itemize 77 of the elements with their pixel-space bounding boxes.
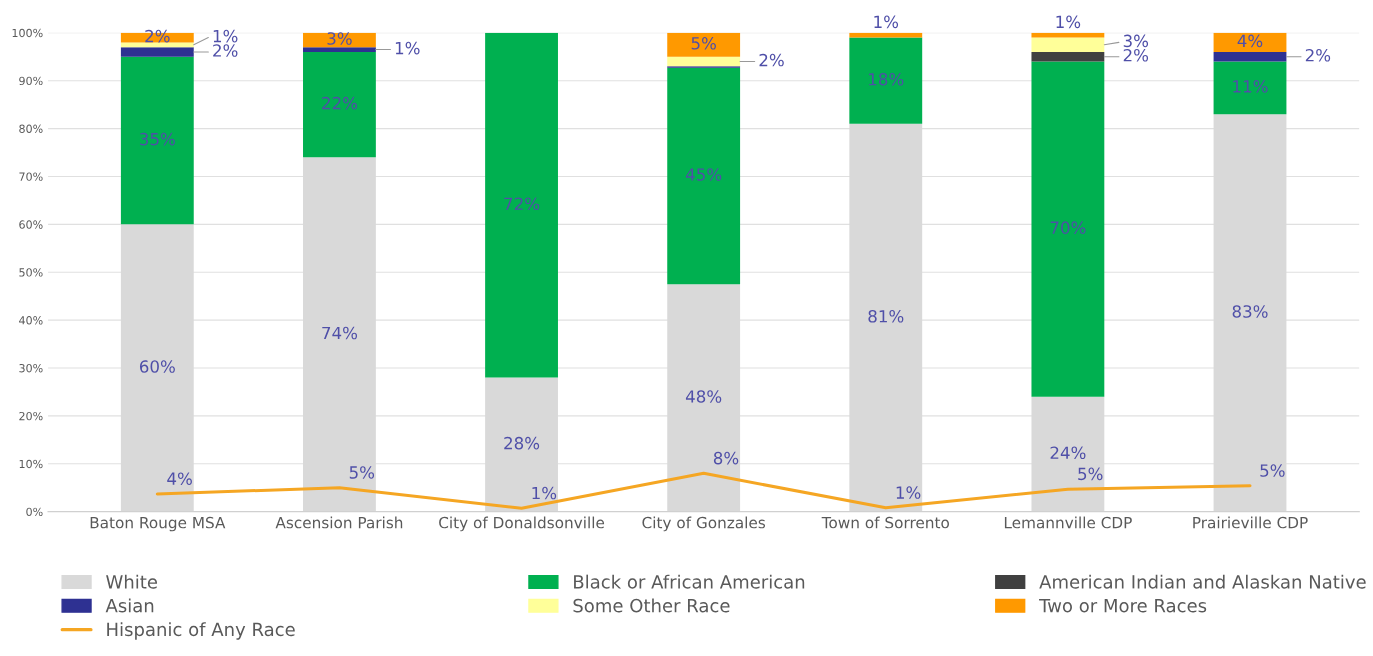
bar [120, 47, 194, 57]
y-tick-label: 60% [19, 220, 43, 229]
bar [303, 47, 376, 52]
x-tick-label: Town of Sorrento [821, 516, 949, 529]
x-tick-label: City of Donaldsonville [439, 516, 605, 532]
data-label: 22% [322, 96, 358, 110]
data-label: 70% [1050, 221, 1086, 234]
y-tick-label: 100% [12, 28, 43, 38]
bar [1213, 32, 1287, 52]
data-label: 11% [1233, 80, 1268, 93]
bar [849, 32, 923, 38]
bar [849, 37, 923, 124]
x-tick-label: Prairieville CDP [1193, 516, 1308, 529]
legend-label: American Indian and Alaskan Native [1039, 574, 1366, 589]
x-tick-label: City of Gonzales [642, 516, 766, 532]
data-label: 2% [1123, 48, 1149, 62]
data-label: 28% [504, 436, 540, 450]
legend-label: White [106, 574, 158, 589]
data-label: 1% [532, 486, 557, 500]
data-label: 81% [868, 309, 904, 323]
data-label: 5% [691, 37, 716, 50]
data-label: 1% [896, 486, 921, 499]
data-label: 4% [167, 472, 192, 485]
data-label: 1% [395, 41, 420, 55]
bar [1031, 51, 1105, 62]
data-label: 2% [1305, 48, 1331, 62]
data-label: 8% [713, 451, 739, 465]
bar [1213, 51, 1287, 62]
data-label: 18% [869, 72, 904, 86]
x-tick-label: Lemannville CDP [1004, 516, 1132, 529]
bar [1031, 61, 1105, 397]
y-tick-label: 20% [19, 411, 43, 421]
y-tick-label: 80% [19, 124, 43, 133]
data-label: 1% [874, 15, 899, 29]
bar [303, 51, 376, 158]
data-label: 83% [1232, 305, 1268, 318]
legend-label: Hispanic of Any Race [107, 622, 295, 640]
data-label: 60% [139, 360, 175, 373]
data-label: 74% [322, 326, 358, 340]
bar [1031, 37, 1105, 52]
legend-label: Two or More Races [1039, 599, 1207, 613]
y-tick-label: 10% [19, 459, 43, 469]
x-tick-label: Baton Rouge MSA [90, 516, 226, 532]
x-tick-label: Ascension Parish [275, 516, 403, 529]
bar [667, 67, 741, 285]
y-tick-label: 0% [26, 507, 43, 517]
data-label: 35% [140, 132, 175, 146]
bar [120, 42, 194, 48]
y-tick-label: 90% [19, 76, 43, 86]
data-label: 5% [1260, 464, 1285, 477]
bar [667, 32, 741, 57]
legend-label: Some Other Race [573, 598, 730, 613]
y-tick-label: 40% [19, 316, 43, 325]
data-label: 2% [145, 29, 170, 43]
data-label: 45% [685, 168, 722, 181]
data-label: 5% [1078, 467, 1103, 481]
bar [1031, 32, 1105, 38]
data-label: 2% [759, 53, 784, 67]
y-tick-label: 70% [19, 172, 43, 181]
y-tick-label: 50% [19, 268, 43, 277]
data-label: 1% [1056, 15, 1081, 29]
bar [120, 56, 194, 225]
data-label: 1% [213, 29, 238, 43]
legend-label: Asian [105, 598, 154, 613]
y-tick-label: 30% [19, 363, 43, 373]
data-label: 72% [504, 197, 540, 211]
data-label: 5% [349, 466, 375, 479]
bar [1213, 61, 1287, 115]
data-label: 24% [1050, 446, 1086, 460]
data-label: 3% [1123, 34, 1149, 48]
data-label: 4% [1237, 34, 1263, 48]
legend-label: Black or African American [574, 574, 805, 589]
data-label: 3% [327, 32, 352, 45]
data-label: 2% [213, 44, 238, 57]
bar [485, 32, 558, 378]
bar [667, 56, 741, 67]
data-label: 48% [685, 390, 722, 403]
